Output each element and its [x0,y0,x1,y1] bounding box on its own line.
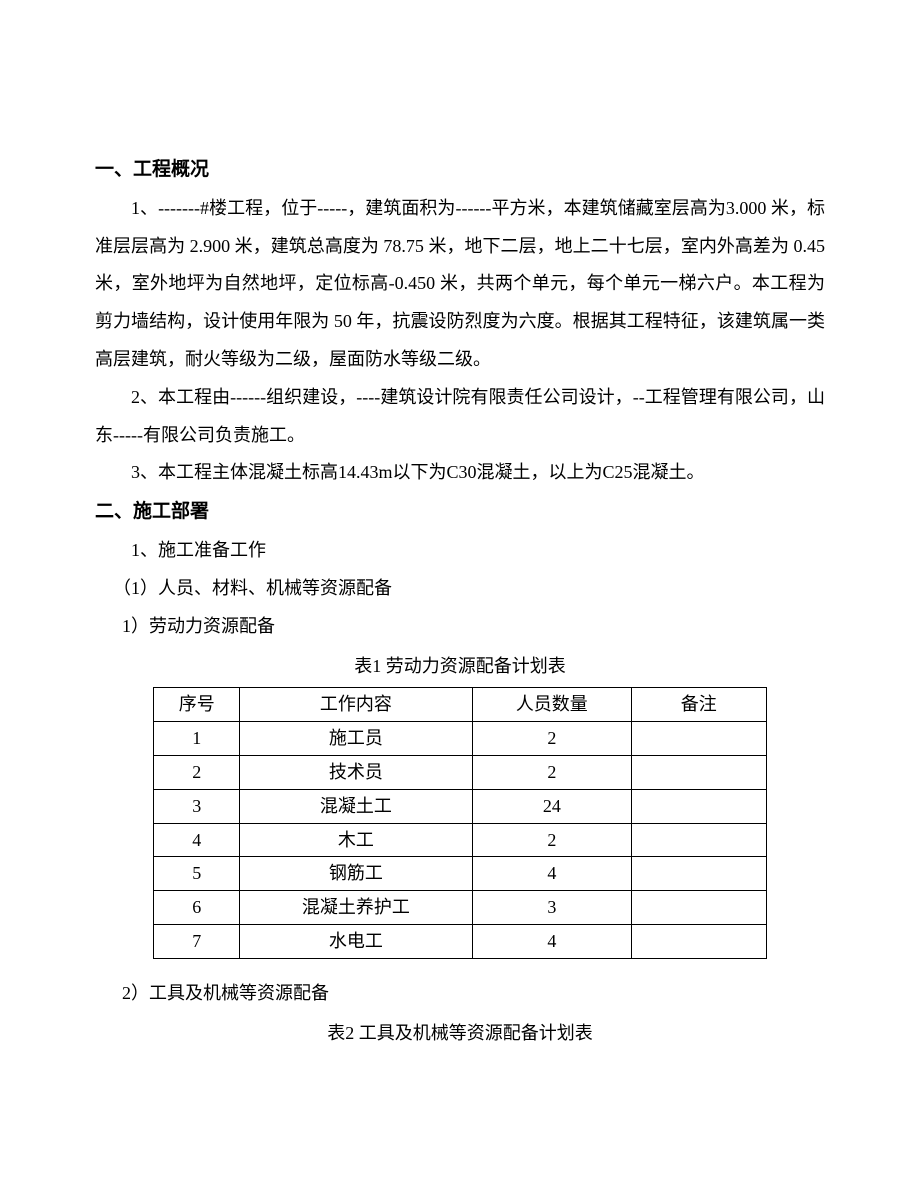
section2-item1a: （1）人员、材料、机械等资源配备 [95,570,825,608]
table1-header-note: 备注 [631,688,766,722]
table-cell [631,857,766,891]
table-cell: 混凝土工 [240,789,473,823]
table-cell: 24 [472,789,631,823]
table-cell: 1 [154,722,240,756]
table-cell: 技术员 [240,755,473,789]
section2-heading: 二、施工部署 [95,492,825,532]
table-row: 2技术员2 [154,755,766,789]
table-cell: 3 [472,891,631,925]
table-cell: 3 [154,789,240,823]
table-cell: 水电工 [240,924,473,958]
table-cell [631,823,766,857]
section1-p3: 3、本工程主体混凝土标高14.43m以下为C30混凝土，以上为C25混凝土。 [95,454,825,492]
table-cell: 2 [472,823,631,857]
table2-caption: 表2 工具及机械等资源配备计划表 [95,1015,825,1053]
section1-p2: 2、本工程由------组织建设，----建筑设计院有限责任公司设计，--工程管… [95,379,825,455]
table1-header-count: 人员数量 [472,688,631,722]
table-cell: 7 [154,924,240,958]
table-cell: 4 [472,924,631,958]
table-cell: 5 [154,857,240,891]
table-row: 6混凝土养护工3 [154,891,766,925]
table-cell: 木工 [240,823,473,857]
table-row: 3混凝土工24 [154,789,766,823]
section2-item1: 1、施工准备工作 [95,532,825,570]
table-cell: 4 [154,823,240,857]
table1-caption: 表1 劳动力资源配备计划表 [95,648,825,686]
table-cell [631,755,766,789]
table-cell: 钢筋工 [240,857,473,891]
table1: 序号 工作内容 人员数量 备注 1施工员22技术员23混凝土工244木工25钢筋… [153,687,766,958]
table-row: 序号 工作内容 人员数量 备注 [154,688,766,722]
table-cell [631,789,766,823]
table-cell: 施工员 [240,722,473,756]
table-cell: 4 [472,857,631,891]
table-cell [631,722,766,756]
table-cell: 2 [154,755,240,789]
table-cell [631,891,766,925]
table-row: 1施工员2 [154,722,766,756]
table1-header-work: 工作内容 [240,688,473,722]
section2-item1a1: 1）劳动力资源配备 [95,608,825,646]
table-row: 7水电工4 [154,924,766,958]
table-row: 4木工2 [154,823,766,857]
table-cell: 6 [154,891,240,925]
section1-heading: 一、工程概况 [95,150,825,190]
table1-header-seq: 序号 [154,688,240,722]
table-cell: 2 [472,722,631,756]
section1-p1: 1、-------#楼工程，位于-----，建筑面积为------平方米，本建筑… [95,190,825,379]
table-cell [631,924,766,958]
table-cell: 混凝土养护工 [240,891,473,925]
section2-item1a2: 2）工具及机械等资源配备 [95,975,825,1013]
table-row: 5钢筋工4 [154,857,766,891]
table-cell: 2 [472,755,631,789]
